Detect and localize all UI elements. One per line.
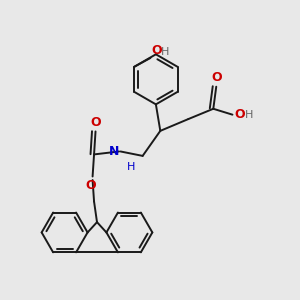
Text: O: O [234, 108, 244, 121]
Text: O: O [90, 116, 101, 128]
Text: H: H [127, 162, 135, 172]
Text: H: H [161, 46, 169, 56]
Text: N: N [109, 145, 119, 158]
Text: H: H [245, 110, 253, 120]
Text: O: O [211, 71, 222, 84]
Text: O: O [86, 179, 96, 192]
Text: O: O [151, 44, 162, 56]
